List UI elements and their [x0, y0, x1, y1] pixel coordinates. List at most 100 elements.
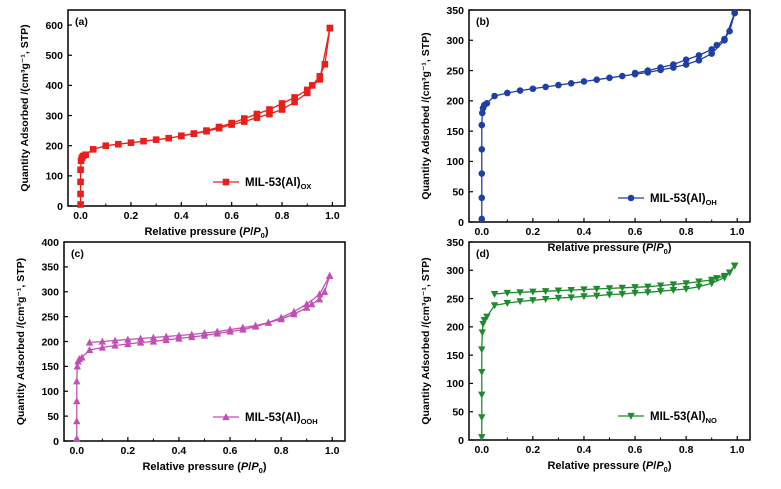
- desorption-point: [264, 318, 273, 326]
- adsorption-point: [152, 136, 160, 143]
- x-tick-label: 0.4: [577, 226, 592, 238]
- adsorption-point: [77, 190, 84, 198]
- adsorption-point: [656, 288, 665, 296]
- desorption-point: [277, 315, 285, 323]
- x-axis-label-part: Relative pressure (: [142, 461, 241, 473]
- y-tick-label: 300: [41, 287, 59, 299]
- panel-label: (d): [476, 248, 489, 260]
- desorption-point: [721, 35, 728, 43]
- desorption-point: [669, 281, 678, 289]
- panel-1: 0.0 0.2 0.4 0.6 0.8 1.0 0 100 200 300 400 500 600 (a)…: [19, 9, 346, 240]
- x-axis-label-part: /: [248, 461, 251, 473]
- adsorption-point: [73, 434, 81, 442]
- x-tick-label: 0.8: [679, 444, 694, 456]
- adsorption-point: [669, 286, 678, 294]
- x-axis-label: Relative pressure (P/P0): [547, 242, 671, 256]
- x-tick-label: 0.4: [174, 210, 189, 222]
- desorption-point: [503, 289, 512, 297]
- y-tick-label: 200: [45, 140, 63, 152]
- y-tick-label: 50: [47, 411, 59, 423]
- x-axis-label-part: P: [253, 226, 261, 238]
- desorption-point: [200, 329, 209, 337]
- desorption-point: [725, 269, 734, 277]
- y-tick-label: 400: [41, 237, 59, 249]
- x-axis-label-part: ): [263, 461, 267, 473]
- adsorption-point: [593, 76, 601, 83]
- x-axis-label-part: /: [653, 242, 656, 254]
- desorption-point: [253, 114, 261, 121]
- x-axis-label: Relative pressure (P/P0): [144, 226, 268, 240]
- x-tick-label: 1.0: [730, 226, 745, 238]
- panel-4: 0.0 0.2 0.4 0.6 0.8 1.0 0 50 100 150 200 250 300 350 (…: [420, 237, 751, 474]
- desorption-point: [541, 288, 550, 296]
- desorption-point: [644, 67, 652, 74]
- desorption-point: [593, 285, 601, 293]
- adsorption-point: [73, 417, 81, 425]
- desorption-point: [730, 262, 739, 270]
- desorption-point: [529, 288, 537, 296]
- adsorption-point: [315, 290, 324, 298]
- desorption-point: [303, 89, 311, 97]
- legend-name: MIL-53(Al): [245, 412, 301, 424]
- desorption-point: [631, 69, 639, 77]
- desorption-point: [278, 106, 286, 113]
- legend-subscript: OX: [301, 182, 312, 191]
- desorption-point: [320, 287, 329, 295]
- desorption-point: [213, 327, 221, 335]
- adsorption-point: [483, 313, 491, 321]
- adsorption-point: [491, 92, 498, 100]
- desorption-point: [490, 290, 499, 298]
- adsorption-point: [682, 285, 690, 293]
- desorption-point: [290, 310, 298, 318]
- desorption-point: [162, 332, 170, 340]
- x-tick-label: 0.6: [223, 445, 238, 457]
- desorption-point: [644, 283, 652, 291]
- adsorption-point: [529, 85, 537, 93]
- x-tick-label: 0.0: [73, 210, 88, 222]
- x-axis-label-part: ): [265, 226, 269, 238]
- legend-marker: [627, 194, 635, 202]
- x-tick-label: 1.0: [325, 445, 340, 457]
- adsorption-point: [111, 341, 119, 349]
- desorption-point: [708, 46, 715, 53]
- adsorption-point: [695, 56, 703, 64]
- desorption-point: [149, 333, 158, 341]
- adsorption-point: [73, 397, 81, 405]
- plot-frame: [468, 241, 751, 441]
- legend-marker: [222, 178, 230, 186]
- desorption-point: [240, 118, 248, 125]
- x-axis-label-part: Relative pressure (: [547, 242, 646, 254]
- x-tick-label: 0.4: [577, 444, 592, 456]
- desorption-point: [325, 271, 334, 279]
- desorption-point: [315, 295, 324, 303]
- y-tick-label: 0: [458, 217, 464, 229]
- y-tick-label: 350: [41, 262, 59, 274]
- x-axis-label: Relative pressure (P/P0): [142, 461, 266, 475]
- x-axis-label-part: P: [646, 242, 654, 254]
- desorption-point: [111, 336, 119, 344]
- x-axis-label-part: 0: [664, 465, 668, 474]
- adsorption-point: [77, 178, 84, 186]
- y-tick-label: 250: [41, 311, 59, 323]
- x-axis-label-part: 0: [261, 231, 265, 240]
- adsorption-point: [73, 362, 81, 370]
- adsorption-point: [478, 215, 486, 223]
- panel-2: 0.0 0.2 0.4 0.6 0.8 1.0 0 50 100 150 200 250 300 350 (…: [420, 5, 751, 256]
- desorption-point: [124, 335, 132, 343]
- x-axis-label-part: P: [241, 461, 249, 473]
- x-axis-label-part: P: [656, 460, 664, 472]
- y-tick-label: 100: [446, 156, 464, 168]
- adsorption-point: [555, 81, 562, 89]
- desorption-point: [618, 284, 626, 292]
- adsorption-point: [478, 121, 486, 129]
- desorption-point: [605, 285, 614, 293]
- adsorption-point: [542, 83, 549, 91]
- desorption-point: [251, 321, 260, 329]
- x-tick-label: 0.0: [474, 226, 489, 238]
- x-tick-label: 0.6: [628, 226, 643, 238]
- y-tick-label: 250: [446, 65, 464, 77]
- x-tick-label: 0.2: [526, 444, 541, 456]
- x-axis-label-part: 0: [664, 247, 668, 256]
- legend-subscript: OH: [706, 198, 717, 207]
- adsorption-point: [479, 320, 487, 328]
